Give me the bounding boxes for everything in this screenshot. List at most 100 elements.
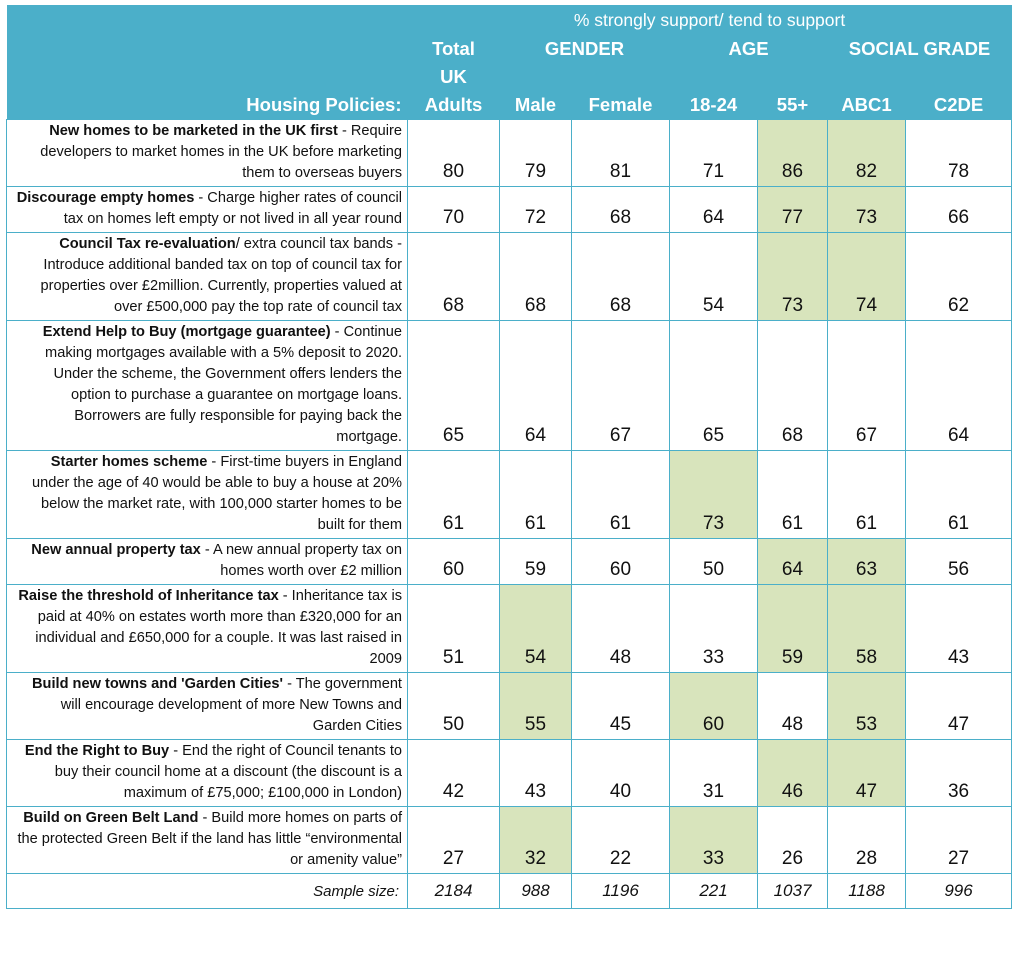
policy-cell: End the Right to Buy - End the right of …: [6, 739, 408, 807]
policy-description: - Inheritance tax is paid at 40% on esta…: [35, 588, 402, 667]
policy-cell: Council Tax re-evaluation/ extra council…: [6, 232, 408, 321]
value-cell-c2de: 61: [904, 450, 1013, 539]
value-cell-18-24: 73: [669, 450, 758, 539]
value-cell-18-24: 31: [669, 739, 758, 807]
value-cell-female: 67: [571, 320, 670, 451]
value-cell-male: 54: [499, 584, 572, 673]
value-cell-female: 48: [571, 584, 670, 673]
column-header-18-24: 18-24: [669, 91, 758, 120]
policy-cell: Discourage empty homes - Charge higher r…: [6, 186, 408, 233]
sample-size-total: 2184: [407, 873, 500, 909]
age-group-header: AGE: [669, 35, 828, 63]
value-cell-c2de: 66: [904, 186, 1013, 233]
value-cell-55plus: 68: [757, 320, 828, 451]
policy-description: - A new annual property tax on homes wor…: [200, 542, 402, 579]
value-cell-total: 27: [407, 806, 500, 874]
value-cell-abc1: 63: [827, 538, 906, 585]
value-cell-female: 61: [571, 450, 670, 539]
value-cell-male: 59: [499, 538, 572, 585]
value-cell-male: 32: [499, 806, 572, 874]
sample-size-label: Sample size:: [6, 873, 408, 909]
table-row: Council Tax re-evaluation/ extra council…: [6, 232, 1013, 321]
value-cell-18-24: 33: [669, 806, 758, 874]
table-row: New homes to be marketed in the UK first…: [6, 119, 1013, 187]
sample-size-c2de: 996: [904, 873, 1013, 909]
table-row: New annual property tax - A new annual p…: [6, 538, 1013, 585]
table-row: Discourage empty homes - Charge higher r…: [6, 186, 1013, 233]
policy-title: Build on Green Belt Land: [23, 810, 199, 826]
value-cell-55plus: 59: [757, 584, 828, 673]
table-row: Extend Help to Buy (mortgage guarantee) …: [6, 320, 1013, 451]
policy-cell: Starter homes scheme - First-time buyers…: [6, 450, 408, 539]
value-cell-abc1: 47: [827, 739, 906, 807]
value-cell-55plus: 86: [757, 119, 828, 187]
value-cell-total: 60: [407, 538, 500, 585]
policy-title: Council Tax re-evaluation: [59, 236, 236, 252]
value-cell-total: 70: [407, 186, 500, 233]
value-cell-18-24: 60: [669, 672, 758, 740]
value-cell-total: 50: [407, 672, 500, 740]
policy-title: End the Right to Buy: [24, 743, 170, 759]
sample-size-55plus: 1037: [757, 873, 828, 909]
policy-description: - End the right of Council tenants to bu…: [54, 743, 402, 801]
value-cell-female: 40: [571, 739, 670, 807]
value-cell-total: 61: [407, 450, 500, 539]
value-cell-c2de: 47: [904, 672, 1013, 740]
value-cell-c2de: 36: [904, 739, 1013, 807]
column-header-female: Female: [571, 91, 670, 120]
policy-title: New homes to be marketed in the UK first: [49, 123, 338, 139]
value-cell-total: 65: [407, 320, 500, 451]
value-cell-abc1: 73: [827, 186, 906, 233]
value-cell-55plus: 61: [757, 450, 828, 539]
sample-size-male: 988: [499, 873, 572, 909]
value-cell-c2de: 43: [904, 584, 1013, 673]
value-cell-abc1: 82: [827, 119, 906, 187]
value-cell-male: 64: [499, 320, 572, 451]
value-cell-18-24: 33: [669, 584, 758, 673]
value-cell-total: 42: [407, 739, 500, 807]
value-cell-female: 68: [571, 232, 670, 321]
social-grade-group-header: SOCIAL GRADE: [827, 35, 1012, 63]
value-cell-c2de: 78: [904, 119, 1013, 187]
policy-description: - Charge higher rates of council tax on …: [63, 190, 402, 227]
value-cell-total: 80: [407, 119, 500, 187]
value-cell-55plus: 64: [757, 538, 828, 585]
policy-title: Extend Help to Buy (mortgage guarantee): [42, 324, 331, 340]
header-spacer: [6, 35, 408, 63]
value-cell-male: 55: [499, 672, 572, 740]
value-cell-c2de: 56: [904, 538, 1013, 585]
value-cell-c2de: 64: [904, 320, 1013, 451]
table-header: % strongly support/ tend to support Tota…: [6, 5, 1012, 120]
column-header-abc1: ABC1: [827, 91, 906, 120]
support-super-header: % strongly support/ tend to support: [407, 5, 1012, 35]
value-cell-female: 81: [571, 119, 670, 187]
policy-description: - Continue making mortgages available wi…: [45, 324, 402, 445]
policy-description: - The government will encourage developm…: [60, 676, 402, 734]
header-spacer: [499, 63, 1012, 91]
value-cell-female: 68: [571, 186, 670, 233]
value-cell-c2de: 62: [904, 232, 1013, 321]
header-spacer: [6, 5, 408, 35]
policy-cell: Raise the threshold of Inheritance tax -…: [6, 584, 408, 673]
value-cell-female: 22: [571, 806, 670, 874]
value-cell-total: 68: [407, 232, 500, 321]
table-row: Raise the threshold of Inheritance tax -…: [6, 584, 1013, 673]
table-row: Build new towns and 'Garden Cities' - Th…: [6, 672, 1013, 740]
policy-cell: New annual property tax - A new annual p…: [6, 538, 408, 585]
column-header-male: Male: [499, 91, 572, 120]
value-cell-55plus: 48: [757, 672, 828, 740]
value-cell-55plus: 26: [757, 806, 828, 874]
value-cell-18-24: 65: [669, 320, 758, 451]
sample-size-18-24: 221: [669, 873, 758, 909]
value-cell-abc1: 58: [827, 584, 906, 673]
policy-description: - First-time buyers in England under the…: [32, 454, 402, 533]
housing-policies-table: % strongly support/ tend to support Tota…: [6, 5, 1013, 909]
table-row: Starter homes scheme - First-time buyers…: [6, 450, 1013, 539]
value-cell-abc1: 53: [827, 672, 906, 740]
value-cell-male: 68: [499, 232, 572, 321]
policy-cell: New homes to be marketed in the UK first…: [6, 119, 408, 187]
value-cell-abc1: 61: [827, 450, 906, 539]
policy-description: - Require developers to market homes in …: [40, 123, 402, 181]
value-cell-c2de: 27: [904, 806, 1013, 874]
total-header-line1: Total: [407, 35, 500, 63]
